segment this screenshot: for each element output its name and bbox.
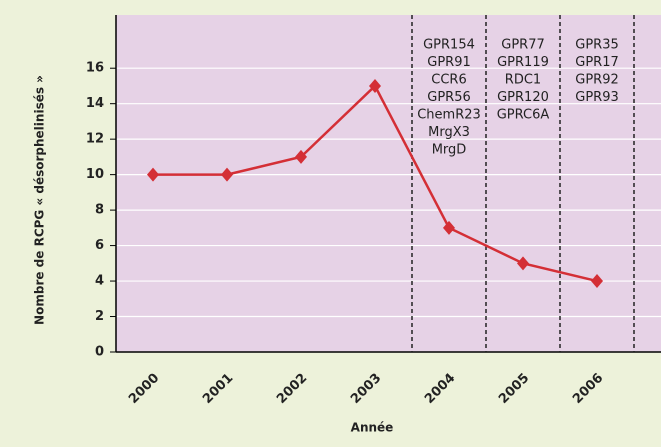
plot-area bbox=[116, 15, 661, 352]
annotation-text: GPR77 bbox=[501, 38, 545, 53]
y-tick-label: 0 bbox=[95, 345, 104, 360]
annotation-text: GPR154 bbox=[423, 38, 475, 53]
y-tick-label: 10 bbox=[86, 167, 104, 182]
annotation-text: GPR35 bbox=[575, 38, 619, 53]
y-tick-label: 14 bbox=[86, 96, 104, 111]
marker bbox=[517, 256, 529, 271]
y-axis-label: Nombre de RCPG « désorphelinisés » bbox=[33, 75, 47, 325]
y-tick-label: 16 bbox=[86, 61, 104, 76]
annotation-text: GPR93 bbox=[575, 90, 619, 105]
marker bbox=[369, 78, 381, 93]
annotation-text: RDC1 bbox=[505, 73, 541, 88]
annotation-text: GPR119 bbox=[497, 55, 549, 70]
y-tick-label: 6 bbox=[95, 238, 104, 253]
marker bbox=[221, 167, 233, 182]
y-tick-label: 4 bbox=[95, 274, 104, 289]
y-tick-label: 2 bbox=[95, 309, 104, 324]
y-tick-label: 8 bbox=[95, 203, 104, 218]
annotation-text: ChemR23 bbox=[417, 108, 481, 123]
annotation-text: GPR92 bbox=[575, 73, 619, 88]
annotation-text: GPR91 bbox=[427, 55, 471, 70]
annotation-text: MrgX3 bbox=[428, 125, 470, 140]
marker bbox=[443, 220, 455, 235]
annotation-text: GPR120 bbox=[497, 90, 549, 105]
marker bbox=[591, 274, 603, 289]
annotation-text: CCR6 bbox=[431, 73, 466, 88]
y-tick-label: 12 bbox=[86, 132, 104, 147]
annotation-text: GPR56 bbox=[427, 90, 471, 105]
annotation-text: GPRC6A bbox=[497, 108, 550, 123]
marker bbox=[295, 149, 307, 164]
x-axis-label: Année bbox=[351, 421, 394, 435]
annotation-text: MrgD bbox=[432, 143, 467, 158]
annotation-text: GPR17 bbox=[575, 55, 619, 70]
marker bbox=[147, 167, 159, 182]
